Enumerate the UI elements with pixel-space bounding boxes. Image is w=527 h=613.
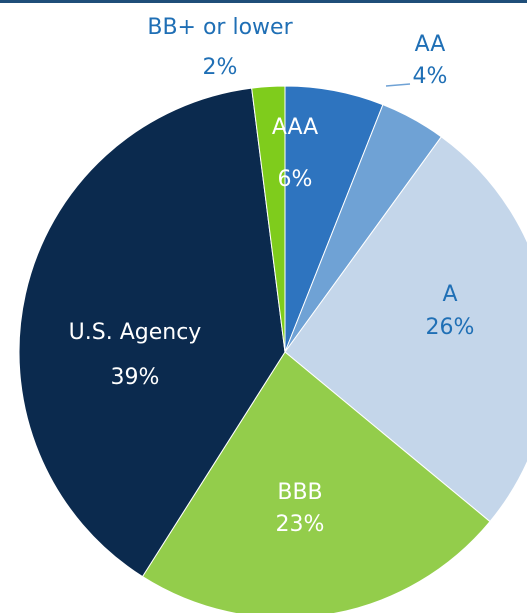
slice-label: U.S. Agency bbox=[69, 320, 202, 345]
slice-value-label: 4% bbox=[413, 64, 448, 89]
slice-value-label: 6% bbox=[278, 167, 313, 192]
slice-value-label: 26% bbox=[426, 315, 475, 340]
slice-label: BB+ or lower bbox=[147, 15, 293, 40]
pie-slice bbox=[141, 351, 491, 613]
top-border bbox=[0, 0, 527, 3]
slice-label: AA bbox=[415, 32, 446, 57]
slice-value-label: 39% bbox=[111, 365, 160, 390]
pie-slice bbox=[18, 87, 286, 578]
slice-value-label: 2% bbox=[203, 55, 238, 80]
pie-slice bbox=[251, 85, 286, 353]
slice-label: AAA bbox=[272, 115, 318, 140]
slice-label: A bbox=[442, 282, 457, 307]
leader-line bbox=[385, 83, 411, 87]
slice-label: BBB bbox=[277, 480, 322, 505]
slice-value-label: 23% bbox=[276, 512, 325, 537]
pie-slice bbox=[284, 136, 527, 523]
